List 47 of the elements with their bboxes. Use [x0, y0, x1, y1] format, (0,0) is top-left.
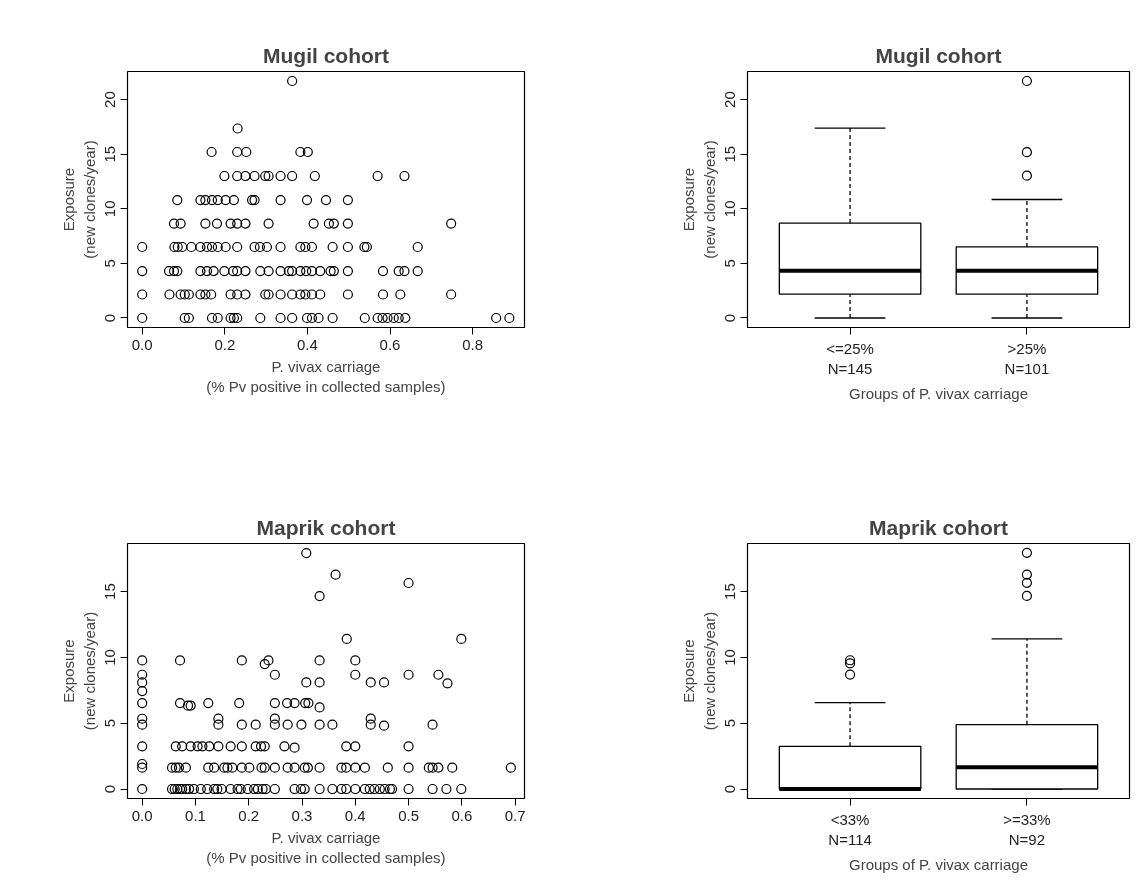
y-tick-label: 15 — [101, 145, 119, 163]
y-tick-label: 5 — [721, 719, 739, 728]
y-tick-label: 5 — [101, 719, 119, 728]
y-axis-title: Exposure (new clones/year) — [60, 140, 98, 259]
x-tick-label: <=25% N=145 — [826, 339, 874, 377]
x-tick-label: >=33% N=92 — [1003, 810, 1051, 848]
x-tick-label: <33% N=114 — [828, 810, 872, 848]
chart-title: Mugil cohort — [875, 43, 1002, 67]
chart-title: Maprik cohort — [256, 515, 396, 539]
y-tick-label: 15 — [721, 583, 739, 600]
y-tick-label: 0 — [721, 784, 739, 794]
chart-title: Mugil cohort — [263, 43, 389, 67]
y-tick-label: 0 — [721, 313, 739, 323]
x-axis-title: P. vivax carriage (% Pv positive in collected samples) — [206, 828, 446, 866]
x-tick-label: 0.4 — [296, 335, 318, 353]
x-tick-label: 0.3 — [291, 806, 313, 824]
y-tick-label: 5 — [721, 259, 739, 268]
y-axis-title: Exposure (new clones/year) — [60, 611, 98, 731]
y-axis-title: Exposure (new clones/year) — [680, 611, 718, 731]
y-tick-label: 10 — [101, 649, 119, 666]
y-tick-label: 15 — [721, 145, 739, 163]
y-tick-label: 10 — [101, 200, 119, 218]
y-tick-label: 0 — [101, 313, 119, 323]
x-axis-title: Groups of P. vivax carriage — [849, 384, 1028, 402]
x-tick-label: 0.4 — [344, 806, 366, 824]
y-tick-label: 15 — [101, 583, 119, 600]
y-tick-label: 10 — [721, 649, 739, 666]
x-tick-label: 0.5 — [398, 806, 420, 824]
x-tick-label: >25% N=101 — [1004, 339, 1050, 377]
x-tick-label: 0.0 — [131, 806, 153, 824]
y-tick-label: 10 — [721, 200, 739, 218]
x-tick-label: 0.2 — [214, 335, 236, 353]
chart-title: Maprik cohort — [869, 515, 1008, 539]
x-tick-label: 0.2 — [238, 806, 260, 824]
x-tick-label: 0.8 — [462, 335, 484, 353]
y-tick-label: 20 — [721, 91, 739, 108]
x-axis-title: Groups of P. vivax carriage — [849, 855, 1028, 873]
x-tick-label: 0.6 — [451, 806, 473, 824]
x-tick-label: 0.1 — [185, 806, 206, 824]
x-tick-label: 0.0 — [131, 335, 153, 353]
x-tick-label: 0.7 — [504, 806, 526, 824]
x-tick-label: 0.6 — [379, 335, 401, 353]
y-axis-title: Exposure (new clones/year) — [680, 140, 718, 259]
x-axis-title: P. vivax carriage (% Pv positive in collected samples) — [206, 357, 446, 395]
y-tick-label: 0 — [101, 784, 119, 794]
y-tick-label: 20 — [101, 91, 119, 108]
y-tick-label: 5 — [101, 259, 119, 268]
